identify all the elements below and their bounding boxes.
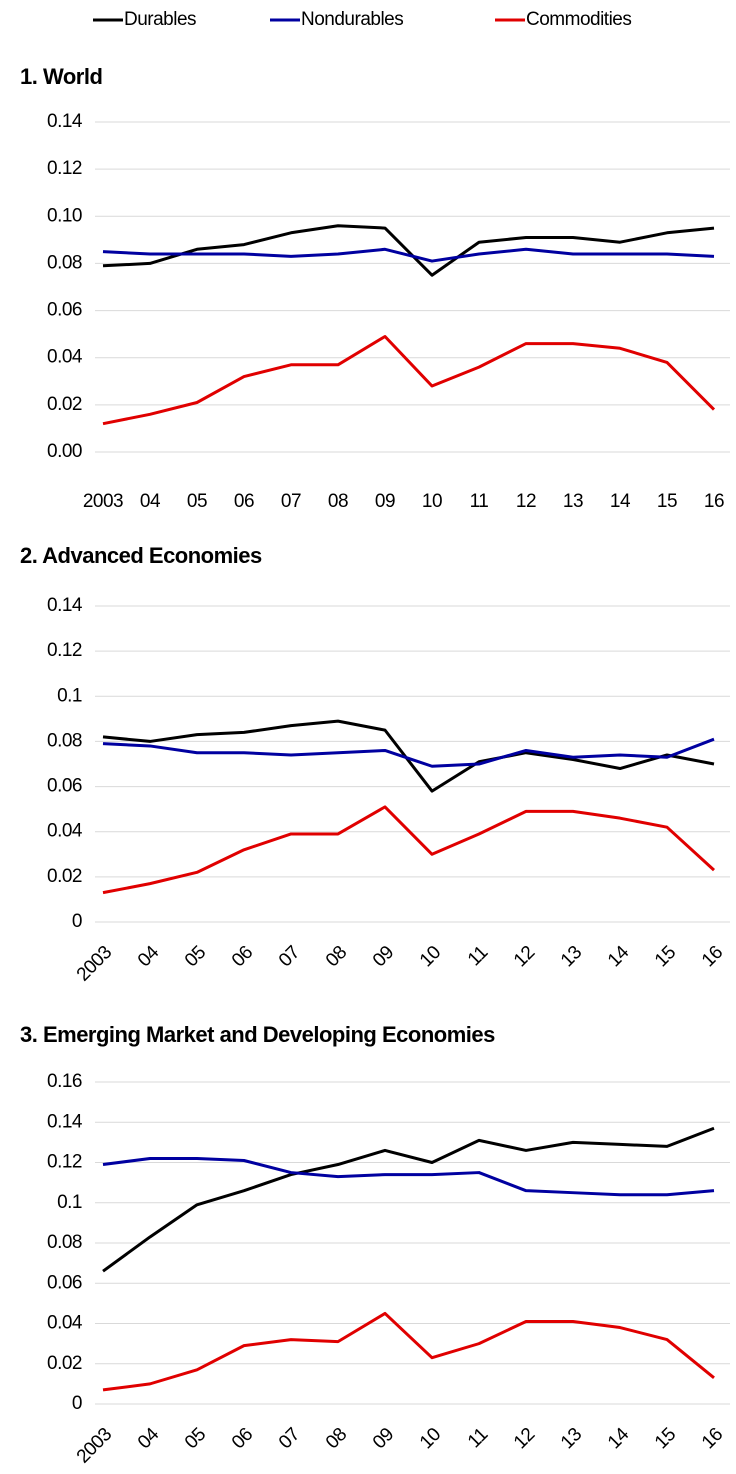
y-tick-label: 0.02 (47, 394, 82, 415)
y-tick-label: 0.00 (47, 441, 82, 462)
y-tick-label: 0.06 (47, 1272, 82, 1293)
legend-label: Commodities (526, 9, 631, 30)
series-line (102, 224, 715, 277)
chart-title: 3. Emerging Market and Developing Econom… (20, 1022, 495, 1047)
y-tick-label: 0.12 (47, 158, 82, 179)
series-line (102, 805, 716, 895)
x-tick-label: 13 (563, 491, 583, 512)
y-tick-label: 0.16 (47, 1071, 82, 1092)
series-line (102, 737, 715, 768)
x-tick-label: 2003 (73, 1424, 116, 1467)
x-tick-label: 04 (140, 491, 161, 512)
x-tick-label: 08 (328, 491, 348, 512)
series-line (102, 1311, 715, 1392)
x-tick-label: 14 (604, 942, 634, 972)
y-tick-label: 0.1 (57, 1192, 82, 1213)
series-line (102, 1156, 715, 1197)
chart-title: 2. Advanced Economies (20, 543, 262, 568)
series-line (102, 1126, 715, 1273)
x-tick-label: 10 (416, 942, 445, 971)
x-tick-label: 07 (275, 942, 304, 971)
x-tick-label: 09 (369, 1424, 398, 1453)
x-tick-label: 06 (234, 491, 254, 512)
y-tick-label: 0.14 (47, 1111, 83, 1132)
y-tick-label: 0.1 (57, 685, 82, 706)
y-tick-label: 0.10 (47, 205, 82, 226)
x-tick-label: 2003 (83, 491, 123, 512)
x-tick-label: 05 (181, 1424, 210, 1453)
y-tick-label: 0.12 (47, 640, 82, 661)
x-tick-label: 10 (422, 491, 442, 512)
y-tick-label: 0.04 (47, 821, 83, 842)
series-line (102, 719, 715, 793)
legend-label: Durables (124, 9, 196, 30)
x-tick-label: 05 (187, 491, 207, 512)
legend-label: Nondurables (301, 9, 403, 30)
y-tick-label: 0.04 (47, 1313, 83, 1334)
x-tick-label: 06 (228, 942, 257, 971)
x-tick-label: 14 (610, 491, 631, 512)
x-tick-label: 14 (604, 1424, 634, 1454)
x-tick-label: 08 (322, 942, 351, 971)
x-tick-label: 10 (416, 1424, 445, 1453)
y-tick-label: 0.06 (47, 300, 82, 321)
x-tick-label: 12 (516, 491, 536, 512)
x-tick-label: 05 (181, 942, 210, 971)
y-tick-label: 0.12 (47, 1152, 82, 1173)
x-tick-label: 11 (470, 491, 489, 512)
x-tick-label: 11 (464, 1424, 492, 1452)
x-tick-label: 04 (134, 942, 164, 972)
y-tick-label: 0.14 (47, 111, 83, 132)
y-tick-label: 0.02 (47, 1353, 82, 1374)
x-tick-label: 09 (375, 491, 395, 512)
y-tick-label: 0.02 (47, 866, 82, 887)
x-tick-label: 13 (557, 1424, 586, 1453)
chart-title: 1. World (20, 64, 102, 89)
x-tick-label: 12 (510, 942, 539, 971)
x-tick-label: 12 (510, 1424, 539, 1453)
x-tick-label: 16 (698, 942, 727, 971)
series-line (102, 247, 715, 263)
y-tick-label: 0.08 (47, 1232, 82, 1253)
y-tick-label: 0 (72, 911, 82, 932)
x-tick-label: 15 (651, 1424, 680, 1453)
x-tick-label: 15 (651, 942, 680, 971)
x-tick-label: 07 (275, 1424, 304, 1453)
y-tick-label: 0.08 (47, 252, 82, 273)
y-tick-label: 0.04 (47, 347, 83, 368)
x-tick-label: 16 (704, 491, 724, 512)
x-tick-label: 06 (228, 1424, 257, 1453)
x-tick-label: 04 (134, 1424, 164, 1454)
series-line (102, 335, 716, 426)
x-tick-label: 09 (369, 942, 398, 971)
x-tick-label: 07 (281, 491, 301, 512)
x-tick-label: 08 (322, 1424, 351, 1453)
x-tick-label: 13 (557, 942, 586, 971)
y-tick-label: 0.14 (47, 595, 83, 616)
y-tick-label: 0 (72, 1393, 82, 1414)
x-tick-label: 11 (464, 942, 492, 970)
x-tick-label: 2003 (73, 942, 116, 985)
y-tick-label: 0.06 (47, 776, 82, 797)
x-tick-label: 15 (657, 491, 677, 512)
y-tick-label: 0.08 (47, 730, 82, 751)
x-tick-label: 16 (698, 1424, 727, 1453)
